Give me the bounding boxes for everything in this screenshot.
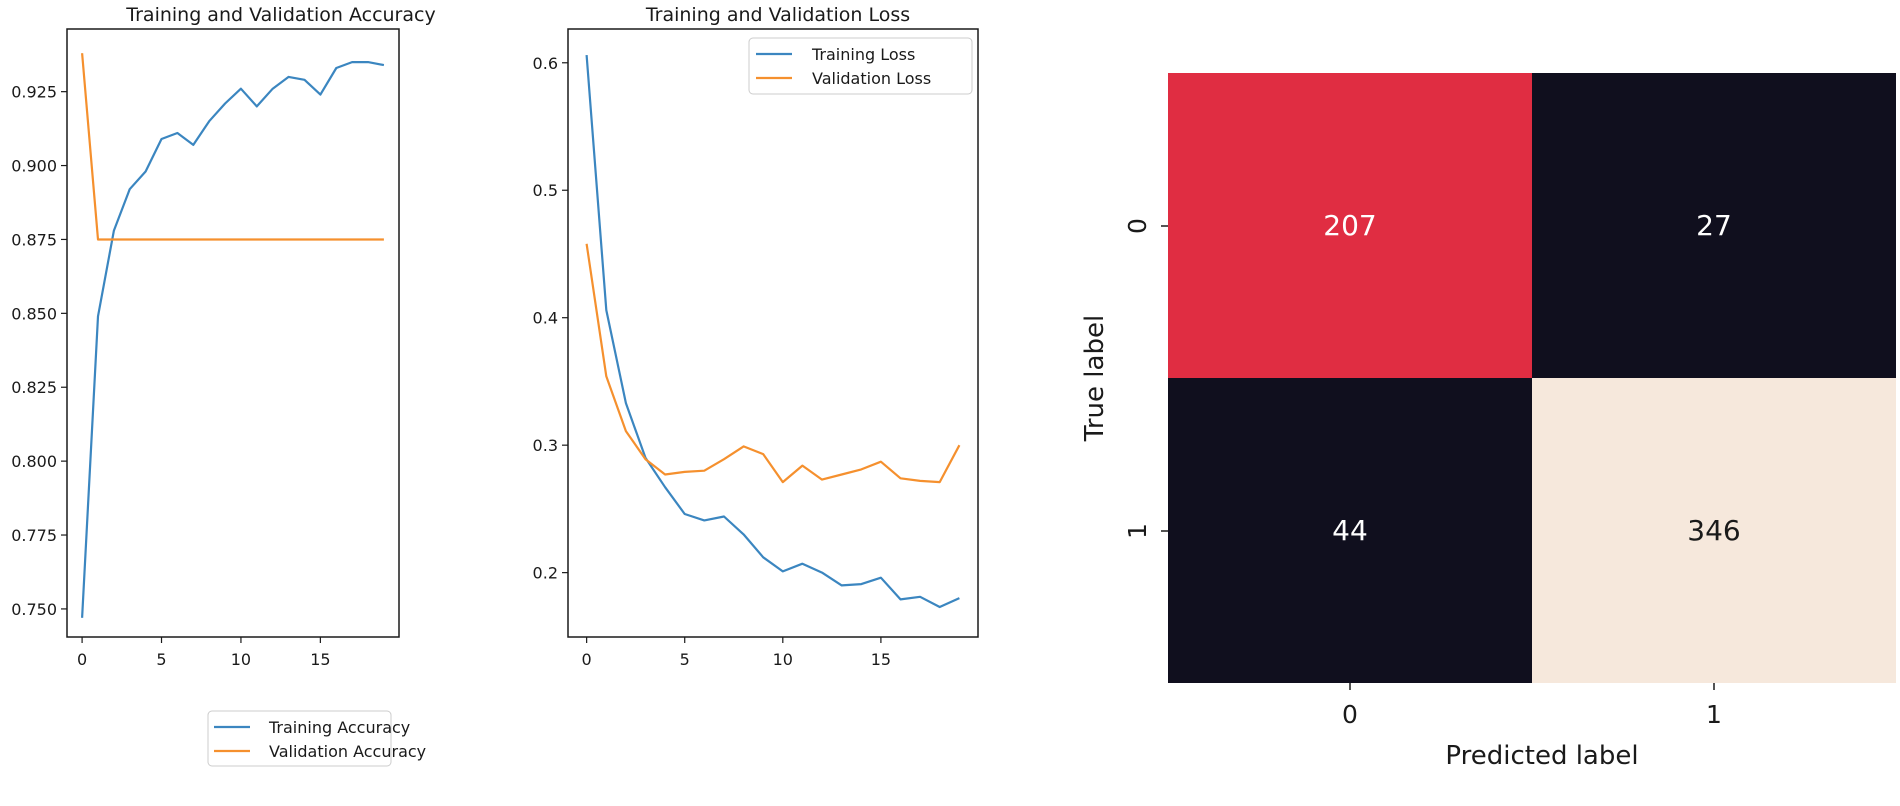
- accuracy-ytick-label: 0.925: [11, 83, 57, 102]
- loss-legend-validation-label: Validation Loss: [812, 69, 931, 88]
- cm-value-0-0: 207: [1323, 209, 1376, 242]
- accuracy-chart-title: Training and Validation Accuracy: [125, 4, 435, 26]
- accuracy-ytick-label: 0.850: [11, 304, 57, 323]
- accuracy-ytick-label: 0.875: [11, 230, 57, 249]
- loss-plot-frame: [567, 28, 979, 638]
- cm-cell-0-0: [1168, 73, 1532, 378]
- accuracy-xtick-label: 0: [77, 650, 87, 669]
- cm-ylabel: True label: [1080, 315, 1110, 442]
- loss-series-training-line: [585, 55, 960, 609]
- accuracy-plot-frame: [66, 28, 400, 638]
- cm-cell-0-1: [1532, 73, 1896, 378]
- loss-xtick-label: 0: [582, 650, 592, 669]
- accuracy-ytick-label: 0.825: [11, 378, 57, 397]
- loss-chart-title: Training and Validation Loss: [645, 4, 910, 26]
- loss-ytick-label: 0.4: [533, 309, 558, 328]
- confusion-matrix: 207 27 44 346 0 1 Predicted label 0 1 Tr…: [1080, 73, 1896, 771]
- loss-ytick-label: 0.3: [533, 436, 558, 455]
- accuracy-legend-validation-label: Validation Accuracy: [269, 742, 426, 761]
- cm-ytick-label-0: 0: [1123, 218, 1152, 234]
- cm-cell-1-0: [1168, 378, 1532, 683]
- accuracy-legend-training-label: Training Accuracy: [268, 718, 410, 737]
- accuracy-series-training-line: [81, 60, 385, 618]
- accuracy-legend-box: [207, 710, 392, 767]
- cm-cell-1-1: [1532, 378, 1896, 683]
- accuracy-chart: Training and Validation Accuracy 0 5 10 15 0…: [11, 4, 436, 767]
- accuracy-ytick-label: 0.750: [11, 600, 57, 619]
- accuracy-ytick-label: 0.900: [11, 157, 57, 176]
- accuracy-legend: Training Accuracy Validation Accuracy: [207, 710, 426, 767]
- loss-xtick-label: 5: [680, 650, 690, 669]
- cm-xtick-label-1: 1: [1706, 700, 1722, 729]
- accuracy-xtick-label: 10: [231, 650, 251, 669]
- cm-value-1-0: 44: [1332, 514, 1368, 547]
- accuracy-ytick-label: 0.800: [11, 452, 57, 471]
- cm-xtick-label-0: 0: [1342, 700, 1358, 729]
- loss-legend: Training Loss Validation Loss: [748, 37, 973, 95]
- loss-ytick-label: 0.5: [533, 181, 558, 200]
- loss-legend-training-label: Training Loss: [811, 45, 915, 64]
- accuracy-xtick-label: 15: [310, 650, 330, 669]
- loss-ytick-label: 0.6: [533, 54, 558, 73]
- loss-xtick-label: 10: [773, 650, 793, 669]
- loss-series-validation-line: [585, 243, 961, 484]
- cm-value-0-1: 27: [1696, 209, 1732, 242]
- accuracy-xtick-label: 5: [156, 650, 166, 669]
- loss-chart: Training and Validation Loss 0 5 10 15 0.2 0.…: [533, 4, 979, 669]
- loss-ytick-label: 0.2: [533, 564, 558, 583]
- accuracy-ytick-label: 0.775: [11, 526, 57, 545]
- cm-value-1-1: 346: [1687, 514, 1740, 547]
- loss-xtick-label: 15: [871, 650, 891, 669]
- loss-legend-box: [748, 37, 973, 95]
- cm-xlabel: Predicted label: [1445, 741, 1638, 771]
- cm-ytick-label-1: 1: [1123, 523, 1152, 539]
- accuracy-series-validation-line: [81, 53, 384, 241]
